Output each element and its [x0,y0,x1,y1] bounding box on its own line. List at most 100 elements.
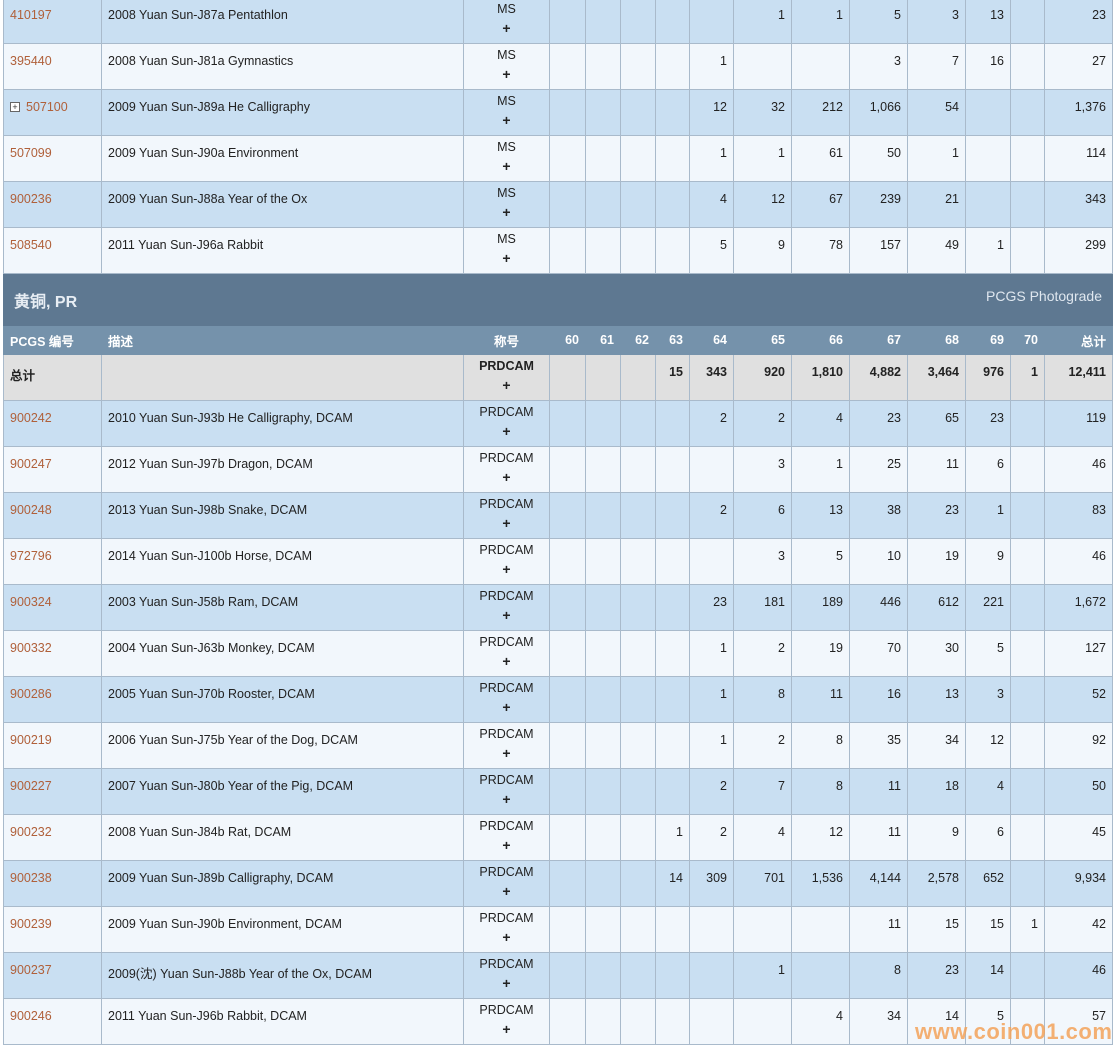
grade-63-count[interactable] [655,400,690,447]
grade-70-count[interactable] [1010,722,1045,769]
grade-61-count[interactable] [585,722,621,769]
pcgs-number-link[interactable]: 507099 [10,146,52,160]
grade-63-count[interactable] [655,492,690,539]
grade-60-count[interactable] [549,181,586,228]
grade-65-count[interactable]: 1 [733,135,792,182]
grade-67-count[interactable]: 10 [849,538,908,585]
grade-67-count[interactable]: 34 [849,998,908,1045]
plus-grade-toggle[interactable]: + [502,975,511,991]
grade-68-count[interactable]: 3,464 [907,354,966,401]
grade-61-count[interactable] [585,768,621,815]
grade-69-count[interactable]: 5 [965,998,1011,1045]
grade-66-count[interactable]: 12 [791,814,850,861]
plus-grade-toggle[interactable]: + [502,561,511,577]
grade-68-count[interactable]: 54 [907,89,966,136]
pcgs-number-link[interactable]: 972796 [10,549,52,563]
grade-61-count[interactable] [585,135,621,182]
plus-grade-toggle[interactable]: + [502,837,511,853]
grade-68-count[interactable]: 612 [907,584,966,631]
grade-70-count[interactable]: 1 [1010,906,1045,953]
grade-65-count[interactable] [733,998,792,1045]
column-header-grade[interactable]: 称号 [463,325,550,355]
grade-64-count[interactable]: 1 [689,722,734,769]
column-header-g63[interactable]: 63 [655,325,690,355]
grade-60-count[interactable] [549,43,586,90]
plus-grade-toggle[interactable]: + [502,699,511,715]
plus-grade-toggle[interactable]: + [502,515,511,531]
grade-66-count[interactable]: 13 [791,492,850,539]
grade-65-count[interactable]: 3 [733,538,792,585]
grade-62-count[interactable] [620,998,656,1045]
grade-62-count[interactable] [620,0,656,44]
grade-65-count[interactable]: 8 [733,676,792,723]
grade-61-count[interactable] [585,860,621,907]
grade-67-count[interactable]: 50 [849,135,908,182]
grade-60-count[interactable] [549,354,586,401]
grade-68-count[interactable]: 65 [907,400,966,447]
grade-65-count[interactable]: 181 [733,584,792,631]
grade-69-count[interactable]: 14 [965,952,1011,999]
grade-61-count[interactable] [585,952,621,999]
grade-66-count[interactable]: 78 [791,227,850,274]
grade-61-count[interactable] [585,998,621,1045]
grade-69-count[interactable] [965,89,1011,136]
pcgs-number-link[interactable]: 900248 [10,503,52,517]
grade-64-count[interactable]: 2 [689,768,734,815]
grade-61-count[interactable] [585,354,621,401]
grade-62-count[interactable] [620,906,656,953]
grade-65-count[interactable]: 4 [733,814,792,861]
pcgs-number-link[interactable]: 900332 [10,641,52,655]
grade-63-count[interactable] [655,135,690,182]
grade-60-count[interactable] [549,998,586,1045]
grade-66-count[interactable] [791,952,850,999]
grade-70-count[interactable] [1010,630,1045,677]
grade-64-count[interactable]: 12 [689,89,734,136]
grade-64-count[interactable]: 1 [689,630,734,677]
grade-69-count[interactable]: 12 [965,722,1011,769]
grade-69-count[interactable]: 9 [965,538,1011,585]
grade-62-count[interactable] [620,584,656,631]
grade-60-count[interactable] [549,135,586,182]
plus-grade-toggle[interactable]: + [502,377,511,393]
grade-68-count[interactable]: 19 [907,538,966,585]
grade-62-count[interactable] [620,89,656,136]
grade-62-count[interactable] [620,492,656,539]
grade-69-count[interactable]: 221 [965,584,1011,631]
grade-70-count[interactable] [1010,676,1045,723]
grade-61-count[interactable] [585,584,621,631]
grade-66-count[interactable]: 4 [791,400,850,447]
grade-68-count[interactable]: 23 [907,952,966,999]
grade-64-count[interactable]: 309 [689,860,734,907]
grade-62-count[interactable] [620,814,656,861]
column-header-g70[interactable]: 70 [1010,325,1045,355]
grade-62-count[interactable] [620,354,656,401]
grade-62-count[interactable] [620,135,656,182]
grade-70-count[interactable] [1010,952,1045,999]
grade-60-count[interactable] [549,630,586,677]
pcgs-number-link[interactable]: 900232 [10,825,52,839]
grade-67-count[interactable]: 4,144 [849,860,908,907]
grade-60-count[interactable] [549,906,586,953]
grade-66-count[interactable]: 67 [791,181,850,228]
grade-67-count[interactable]: 4,882 [849,354,908,401]
grade-67-count[interactable]: 239 [849,181,908,228]
pcgs-number-link[interactable]: 900247 [10,457,52,471]
plus-grade-toggle[interactable]: + [502,791,511,807]
grade-65-count[interactable]: 1 [733,952,792,999]
grade-60-count[interactable] [549,400,586,447]
pcgs-number-link[interactable]: 900227 [10,779,52,793]
grade-69-count[interactable]: 16 [965,43,1011,90]
grade-66-count[interactable]: 1 [791,446,850,493]
grade-70-count[interactable] [1010,227,1045,274]
plus-grade-toggle[interactable]: + [502,607,511,623]
grade-65-count[interactable] [733,906,792,953]
grade-69-count[interactable]: 6 [965,814,1011,861]
grade-61-count[interactable] [585,227,621,274]
pcgs-number-link[interactable]: 900324 [10,595,52,609]
grade-68-count[interactable]: 23 [907,492,966,539]
grade-68-count[interactable]: 30 [907,630,966,677]
plus-grade-toggle[interactable]: + [502,745,511,761]
grade-63-count[interactable] [655,227,690,274]
grade-66-count[interactable]: 1,810 [791,354,850,401]
grade-66-count[interactable]: 11 [791,676,850,723]
